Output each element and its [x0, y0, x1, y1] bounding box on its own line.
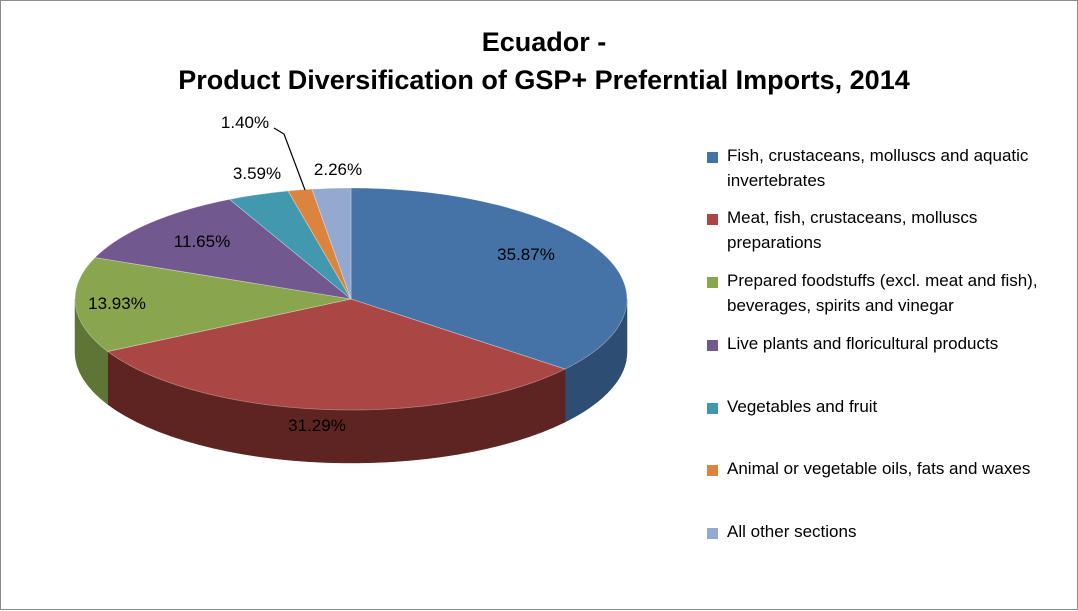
- legend-label-vegetables: Vegetables and fruit: [727, 397, 878, 416]
- legend-swatch-other: [707, 528, 718, 539]
- pie-labels: 35.87% 31.29% 13.93% 11.65% 3.59% 1.40% 2.26%: [88, 113, 555, 435]
- data-label-plants: 11.65%: [174, 232, 230, 251]
- data-label-fish: 35.87%: [497, 245, 555, 264]
- pie-slice-foodstuffs: [74, 257, 352, 352]
- data-label-foodstuffs: 13.93%: [88, 294, 146, 313]
- leader-line-oils: [273, 127, 306, 191]
- chart-title: Ecuador - Product Diversification of GSP…: [1, 23, 1078, 99]
- pie-slice-meat: [106, 298, 567, 411]
- legend-label-plants: Live plants and floricultural products: [727, 334, 999, 353]
- data-label-vegetables: 3.59%: [233, 164, 281, 183]
- pie-slice-other: [311, 187, 352, 300]
- legend-label-oils: Animal or vegetable oils, fats and waxes: [727, 459, 1031, 478]
- chart-title-line2: Product Diversification of GSP+ Prefernt…: [178, 65, 910, 95]
- data-label-other: 2.26%: [314, 160, 362, 179]
- data-label-meat: 31.29%: [288, 416, 346, 435]
- data-label-oils: 1.40%: [221, 113, 269, 132]
- pie-slice-vegetables: [228, 190, 352, 300]
- legend-swatch-plants: [707, 340, 718, 351]
- pie-slice-oils: [287, 188, 352, 300]
- legend-swatch-meat: [707, 214, 718, 225]
- chart-title-line1: Ecuador -: [481, 27, 607, 57]
- pie-slice-fish: [350, 187, 628, 370]
- legend-swatch-oils: [707, 465, 718, 476]
- legend-label-meat: Meat, fish, crustaceans, molluscs prepar…: [727, 208, 978, 252]
- pie-tops: [74, 187, 628, 411]
- legend-swatch-foodstuffs: [707, 277, 718, 288]
- legend-label-other: All other sections: [727, 522, 857, 541]
- pie-slice-plants: [94, 198, 353, 300]
- legend-label-foodstuffs: Prepared foodstuffs (excl. meat and fish…: [727, 271, 1038, 315]
- legend-swatch-vegetables: [707, 403, 718, 414]
- legend-label-fish: Fish, crustaceans, molluscs and aquatic …: [727, 146, 1029, 190]
- legend-swatch-fish: [707, 152, 718, 163]
